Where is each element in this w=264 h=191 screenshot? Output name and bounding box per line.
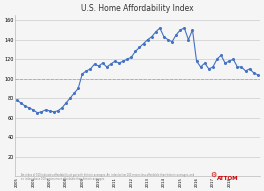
Text: ATTOM: ATTOM [216,176,238,181]
Text: ⚙: ⚙ [210,172,216,178]
Text: An index of 100 indicates affordability at par with historic averages. An index : An index of 100 indicates affordability … [21,173,194,181]
Title: U.S. Home Affordability Index: U.S. Home Affordability Index [81,4,194,13]
